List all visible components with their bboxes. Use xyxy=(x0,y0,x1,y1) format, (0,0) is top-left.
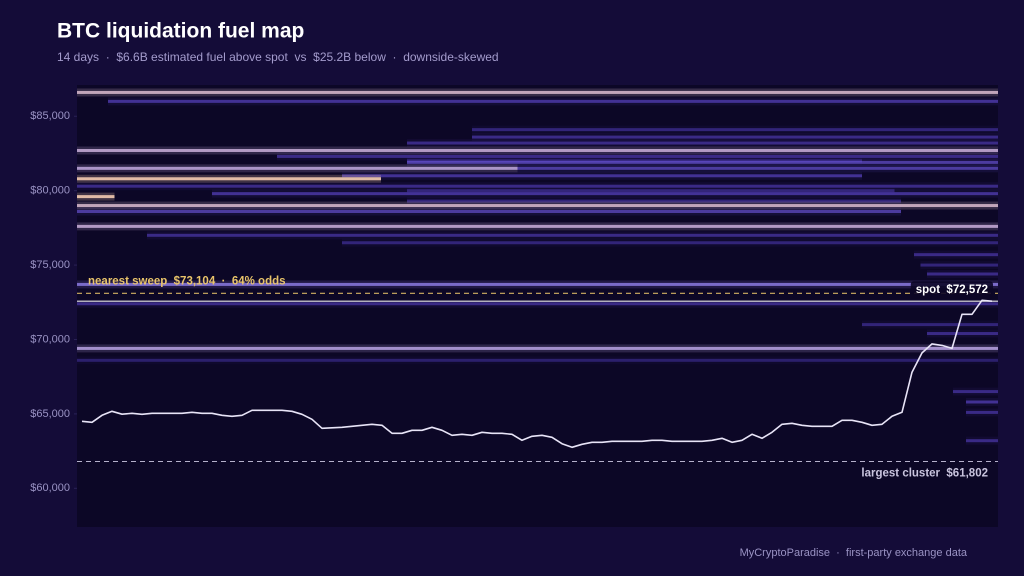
liquidation-band xyxy=(407,160,998,164)
chart-subtitle: 14 days · $6.6B estimated fuel above spo… xyxy=(57,50,499,64)
liquidation-band xyxy=(927,332,998,336)
liquidation-band xyxy=(407,141,998,145)
liquidation-band xyxy=(77,209,901,213)
liquidation-band xyxy=(77,90,998,94)
annotation-label: largest cluster $61,802 xyxy=(861,468,988,480)
liquidation-band xyxy=(77,184,998,188)
liquidation-band xyxy=(862,323,998,327)
liquidation-band xyxy=(77,148,998,152)
footer: MyCryptoParadise · first-party exchange … xyxy=(740,547,968,559)
y-tick-label: $75,000 xyxy=(30,259,70,271)
liquidation-band xyxy=(77,177,381,181)
liquidation-band xyxy=(77,302,998,306)
liquidation-band xyxy=(927,272,998,276)
liquidation-band xyxy=(342,241,998,245)
y-tick-label: $80,000 xyxy=(30,185,70,197)
liquidation-band xyxy=(407,189,895,193)
liquidation-band xyxy=(953,390,998,394)
liquidation-band xyxy=(77,166,518,170)
liquidation-band xyxy=(407,199,901,203)
liquidation-band xyxy=(147,233,998,237)
liquidation-band xyxy=(472,128,998,132)
y-tick-label: $60,000 xyxy=(30,482,70,494)
liquidation-band xyxy=(342,174,862,178)
annotation-label: spot $72,572 xyxy=(916,284,988,296)
heatmap xyxy=(77,88,998,445)
annotation-label: nearest sweep $73,104 · 64% odds xyxy=(88,275,286,287)
liquidation-band xyxy=(77,358,998,362)
overlay: $60,000 $65,000 $70,000 $75,000 $80,000 $85,0… xyxy=(30,110,998,494)
plot-area xyxy=(77,85,998,527)
liquidation-band xyxy=(77,346,998,350)
y-tick-label: $70,000 xyxy=(30,333,70,345)
liquidation-band xyxy=(108,99,998,103)
y-tick-label: $85,000 xyxy=(30,110,70,122)
liquidation-glow xyxy=(77,356,998,365)
price-line xyxy=(81,299,993,449)
liquidation-band xyxy=(914,253,998,257)
annotation-box xyxy=(910,281,993,300)
liquidation-band xyxy=(966,400,998,404)
liquidation-band xyxy=(277,154,998,158)
liquidation-band xyxy=(212,192,998,196)
liquidation-band xyxy=(77,224,998,228)
liquidation-band xyxy=(472,135,998,139)
liquidation-band xyxy=(77,282,998,286)
liquidation-band xyxy=(77,195,115,199)
chart-title: BTC liquidation fuel map xyxy=(57,20,304,43)
liquidation-band xyxy=(920,263,998,267)
liquidation-band xyxy=(966,439,998,443)
liquidation-band xyxy=(966,410,998,414)
liquidation-band xyxy=(77,204,998,208)
y-tick-label: $65,000 xyxy=(30,408,70,420)
liquidation-band xyxy=(517,166,998,170)
liquidation-glow xyxy=(407,186,895,195)
